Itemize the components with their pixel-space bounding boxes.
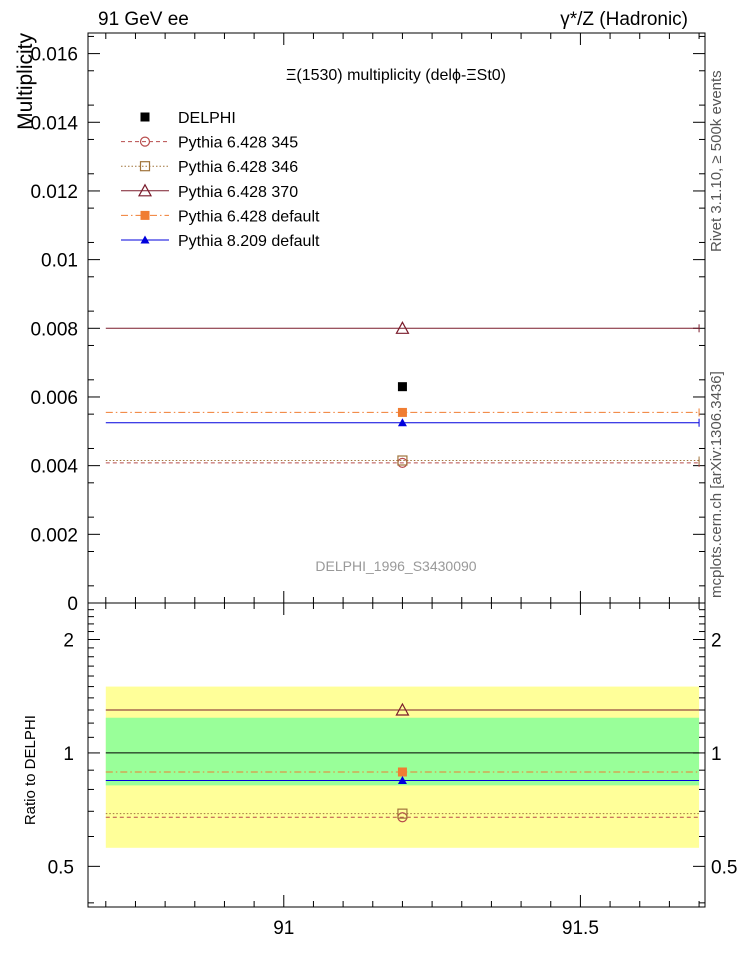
y-tick-label: 0.01 <box>41 251 78 272</box>
header-right-label: γ*/Z (Hadronic) <box>560 9 688 30</box>
mcplots-side-label: mcplots.cern.ch [arXiv:1306.3436] <box>708 371 725 598</box>
ratio-panel: 0.5 0.5 1 1 2 2 91 91.5 Ratio to DELPHI <box>22 602 737 939</box>
x-tick-label: 91 <box>273 918 294 939</box>
main-panel: 0 0.002 0.004 0.006 0.008 0.01 0.012 0.014 0.016… <box>14 32 706 615</box>
y-tick-label: 0.014 <box>30 113 78 134</box>
ratio-y-tick-label: 0.5 <box>48 857 74 878</box>
ratio-y-tick-label-right: 0.5 <box>711 857 737 878</box>
ratio-data-point <box>397 808 408 819</box>
data-point <box>395 321 410 334</box>
legend-label: Pythia 6.428 346 <box>178 159 298 176</box>
ratio-y-tick-label-right: 1 <box>711 744 722 765</box>
ratio-data-point <box>395 702 410 716</box>
y-tick-label: 0.004 <box>30 457 78 478</box>
legend-marker <box>139 161 151 172</box>
data-point <box>397 382 407 392</box>
legend-marker <box>140 112 150 122</box>
ratio-y-axis-label: Ratio to DELPHI <box>22 715 39 825</box>
legend-label: Pythia 6.428 370 <box>178 184 298 201</box>
legend-label: Pythia 6.428 default <box>178 208 320 225</box>
y-tick-label: 0.012 <box>30 182 78 203</box>
ratio-y-tick-label: 2 <box>63 631 74 652</box>
ratio-data-point <box>397 767 407 777</box>
y-tick-label: 0.002 <box>30 525 78 546</box>
y-tick-label: 0 <box>67 594 78 615</box>
legend-label: Pythia 6.428 345 <box>178 135 298 152</box>
legend-marker <box>140 235 150 244</box>
header-left-label: 91 GeV ee <box>98 9 189 30</box>
y-tick-label: 0.006 <box>30 388 78 409</box>
legend-marker <box>137 183 153 197</box>
data-point <box>397 455 408 466</box>
x-tick-label: 91.5 <box>562 918 599 939</box>
y-tick-label: 0.008 <box>30 319 78 340</box>
analysis-watermark: DELPHI_1996_S3430090 <box>315 558 476 574</box>
data-point <box>397 418 407 427</box>
y-tick-label: 0.016 <box>30 45 78 66</box>
legend-marker <box>140 210 150 220</box>
data-point <box>397 407 407 417</box>
chart-title: Ξ(1530) multiplicity (delϕ-ΞSt0) <box>286 67 506 84</box>
legend-label: DELPHI <box>178 110 236 127</box>
y-axis-label: Multiplicity <box>14 33 37 130</box>
ratio-data-point <box>397 775 407 784</box>
ratio-y-tick-label: 1 <box>63 744 74 765</box>
rivet-side-label: Rivet 3.1.10, ≥ 500k events <box>708 70 725 252</box>
ratio-frame <box>87 602 706 908</box>
ratio-y-tick-label-right: 2 <box>711 631 722 652</box>
legend-label: Pythia 8.209 default <box>178 233 320 250</box>
legend-marker <box>139 136 151 147</box>
